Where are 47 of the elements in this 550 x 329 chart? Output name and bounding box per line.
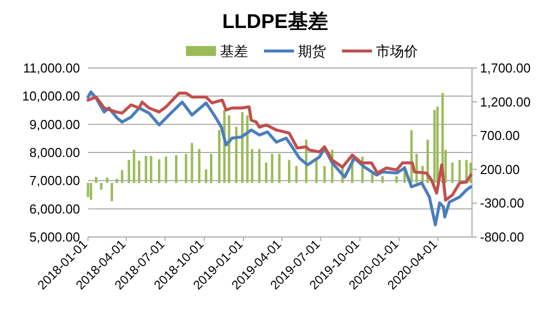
y2-tick-label: 1,700.00 [480,60,531,76]
y-tick-label: 7,000.00 [29,173,80,188]
legend-label: 基差 [220,43,248,59]
y2-tick-label: -800.00 [480,230,524,244]
bar [175,155,178,183]
bar [150,156,152,183]
y-tick-label: 9,000.00 [29,116,80,132]
bar [228,115,230,183]
bar [295,166,298,183]
bar [158,159,160,183]
bar [138,160,140,183]
bar [210,154,212,183]
bar [270,154,274,183]
y2-tick-label: 200.00 [480,162,520,177]
y2-tick-label: 700.00 [480,128,520,144]
bar [100,182,102,190]
chart-title: LLDPE基差 [222,11,328,33]
bar [94,176,98,183]
bar [258,149,261,183]
bar [250,149,254,183]
bar [395,176,398,183]
bar [315,160,318,183]
bar [451,162,454,183]
bar [198,149,200,183]
y-tick-label: 6,000.00 [29,201,80,216]
y2-tick-label: -300.00 [480,196,524,211]
y-tick-label: 10,000.00 [22,88,80,104]
bar [128,160,130,183]
y-tick-label: 11,000.00 [23,60,80,76]
legend-label: 期货 [298,43,326,59]
bar [278,154,281,183]
bar [458,160,461,183]
bar [110,182,114,202]
bar [246,115,249,183]
bar [264,162,268,183]
bar [120,170,124,183]
bar [204,169,208,183]
line-series [86,90,472,226]
bar [235,126,238,183]
y-tick-label: 8,000.00 [29,145,80,160]
bar [241,112,244,183]
line-series [86,92,472,202]
y2-tick-label: 1,200.00 [480,94,531,110]
legend-label: 市场价 [376,43,418,59]
bar [106,178,108,183]
bar [218,130,220,183]
bar [288,160,290,183]
